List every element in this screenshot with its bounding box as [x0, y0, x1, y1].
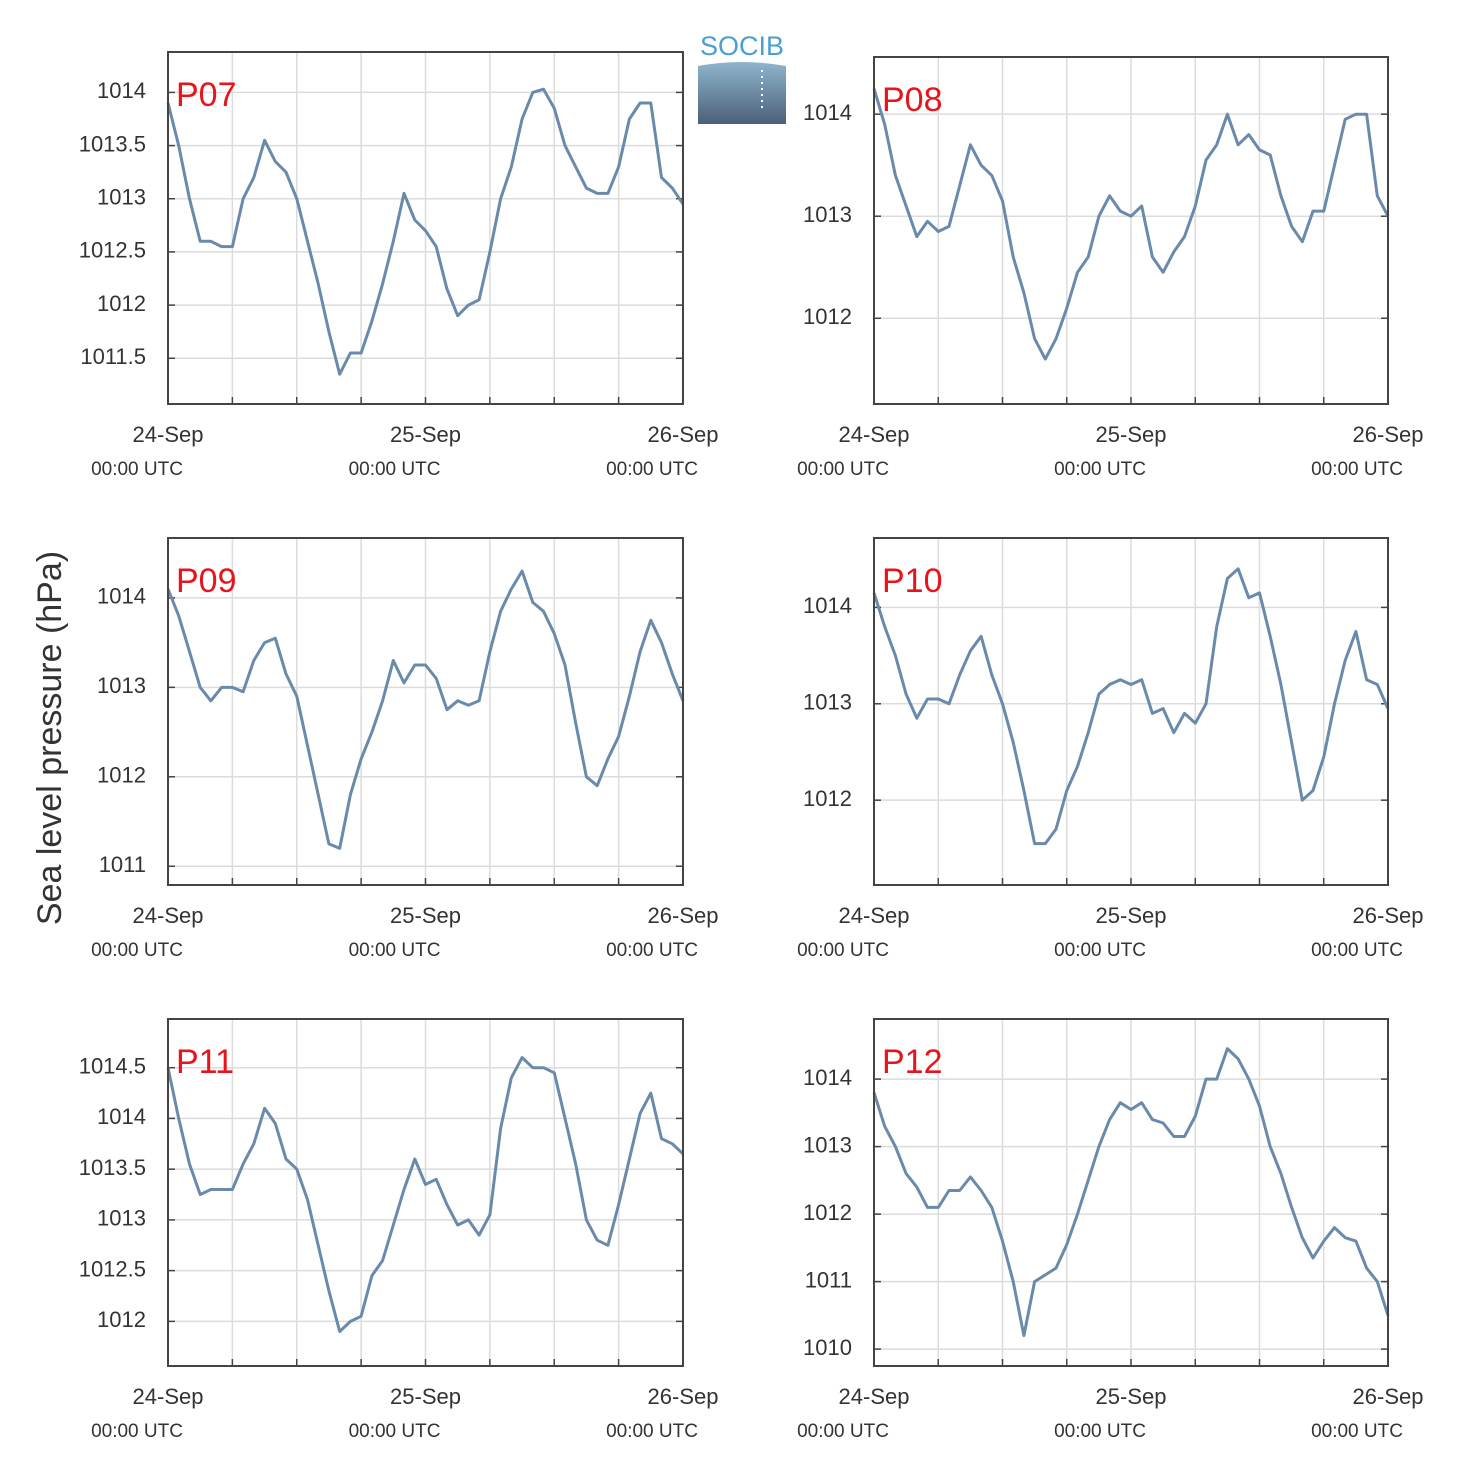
x-tick-label: 24-Sep	[133, 1384, 204, 1409]
y-tick-label: 1012	[97, 1307, 146, 1332]
y-tick-label: 1012	[803, 786, 852, 811]
x-tick-label: 24-Sep	[839, 1384, 910, 1409]
x-tick-label: 25-Sep	[1096, 1384, 1167, 1409]
y-tick-label: 1012	[97, 763, 146, 788]
panel-title: P07	[176, 76, 237, 114]
x-tick-label: 25-Sep	[1096, 422, 1167, 447]
y-tick-label: 1012	[803, 304, 852, 329]
y-tick-label: 1014	[97, 584, 146, 609]
x-tick-sublabel: 00:00 UTC	[349, 1421, 441, 1442]
data-line	[166, 569, 685, 850]
y-tick-label: 1012	[803, 1200, 852, 1225]
logo: SOCIB	[698, 31, 786, 124]
y-tick-label: 1013	[803, 1132, 852, 1157]
x-tick-label: 26-Sep	[1353, 1384, 1424, 1409]
x-tick-label: 26-Sep	[1353, 903, 1424, 928]
y-tick-label: 1014	[97, 78, 146, 103]
x-tick-sublabel: 00:00 UTC	[606, 459, 698, 480]
x-tick-label: 26-Sep	[648, 1384, 719, 1409]
plot-frame	[873, 56, 1389, 405]
x-tick-sublabel: 00:00 UTC	[797, 1421, 889, 1442]
y-tick-label: 1011.5	[80, 344, 146, 369]
x-tick-label: 26-Sep	[648, 422, 719, 447]
x-tick-sublabel: 00:00 UTC	[1054, 1421, 1146, 1442]
x-tick-sublabel: 00:00 UTC	[797, 940, 889, 961]
panel-title: P12	[882, 1043, 943, 1081]
logo-text: SOCIB	[700, 31, 784, 61]
data-line	[872, 1047, 1390, 1338]
x-tick-sublabel: 00:00 UTC	[1311, 1421, 1403, 1442]
y-tick-label: 1013.5	[79, 131, 146, 156]
x-tick-sublabel: 00:00 UTC	[91, 1421, 183, 1442]
plot-frame	[167, 1018, 684, 1367]
y-tick-label: 1014	[97, 1104, 146, 1129]
data-line	[872, 88, 1390, 361]
x-tick-label: 25-Sep	[390, 422, 461, 447]
x-tick-label: 24-Sep	[133, 422, 204, 447]
y-tick-label: 1014	[803, 1065, 852, 1090]
y-tick-label: 1014	[803, 100, 852, 125]
y-tick-label: 1013	[97, 673, 146, 698]
y-tick-label: 1012	[97, 291, 146, 316]
x-tick-sublabel: 00:00 UTC	[1311, 459, 1403, 480]
y-tick-label: 1014.5	[79, 1054, 146, 1079]
x-tick-label: 24-Sep	[839, 422, 910, 447]
plot-frame	[167, 537, 684, 886]
y-tick-label: 1013	[803, 202, 852, 227]
panel-title: P08	[882, 81, 943, 119]
y-tick-label: 1013.5	[79, 1155, 146, 1180]
x-tick-sublabel: 00:00 UTC	[91, 940, 183, 961]
data-line	[166, 87, 685, 376]
x-tick-label: 25-Sep	[1096, 903, 1167, 928]
y-tick-label: 1014	[803, 593, 852, 618]
x-tick-sublabel: 00:00 UTC	[91, 459, 183, 480]
x-tick-sublabel: 00:00 UTC	[1054, 940, 1146, 961]
x-tick-sublabel: 00:00 UTC	[349, 940, 441, 961]
y-tick-label: 1013	[803, 690, 852, 715]
x-tick-label: 25-Sep	[390, 1384, 461, 1409]
plot-frame	[873, 537, 1389, 886]
logo-shape	[698, 62, 786, 124]
x-tick-sublabel: 00:00 UTC	[606, 940, 698, 961]
y-tick-label: 1012.5	[79, 238, 146, 263]
x-tick-sublabel: 00:00 UTC	[797, 459, 889, 480]
plot-frame	[873, 1018, 1389, 1367]
x-tick-sublabel: 00:00 UTC	[606, 1421, 698, 1442]
x-tick-label: 25-Sep	[390, 903, 461, 928]
panel-title: P09	[176, 562, 237, 600]
panel-title: P11	[176, 1043, 234, 1081]
x-tick-label: 24-Sep	[133, 903, 204, 928]
plot-frame	[167, 51, 684, 405]
x-tick-label: 26-Sep	[648, 903, 719, 928]
y-axis-label: Sea level pressure (hPa)	[31, 551, 69, 925]
x-tick-label: 26-Sep	[1353, 422, 1424, 447]
data-line	[872, 567, 1390, 846]
y-tick-label: 1011	[805, 1267, 852, 1292]
x-tick-sublabel: 00:00 UTC	[1311, 940, 1403, 961]
y-tick-label: 1011	[99, 852, 146, 877]
y-tick-label: 1013	[97, 185, 146, 210]
y-tick-label: 1010	[803, 1335, 852, 1360]
x-tick-sublabel: 00:00 UTC	[1054, 459, 1146, 480]
y-tick-label: 1012.5	[79, 1256, 146, 1281]
panel-title: P10	[882, 562, 943, 600]
x-tick-sublabel: 00:00 UTC	[349, 459, 441, 480]
y-tick-label: 1013	[97, 1206, 146, 1231]
data-line	[166, 1056, 685, 1333]
x-tick-label: 24-Sep	[839, 903, 910, 928]
